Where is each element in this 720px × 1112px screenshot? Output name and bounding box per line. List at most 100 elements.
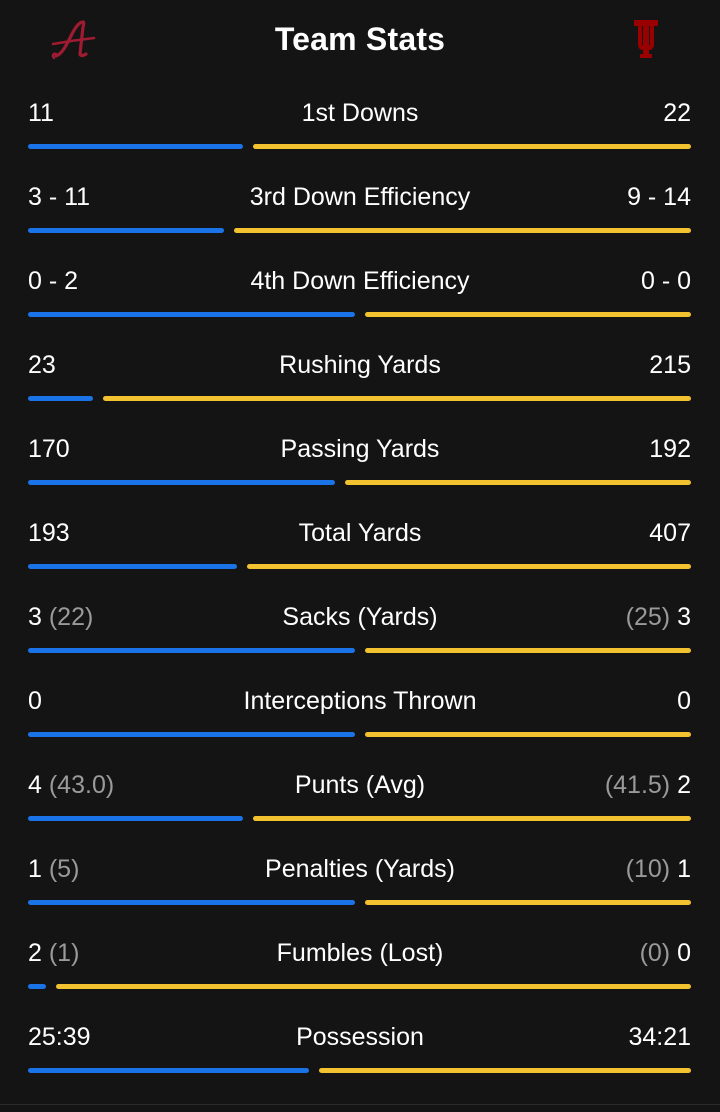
stat-row: 3 - 11 3rd Down Efficiency 9 - 14 [0,168,720,252]
right-value-main: 22 [663,99,691,127]
left-team-bar [28,396,93,401]
stat-label: Punts (Avg) [294,771,426,799]
divider [0,1104,720,1105]
left-value-main: 0 - 2 [28,267,79,295]
left-value-detail: (43.0) [48,771,115,799]
stat-row: 0 - 2 4th Down Efficiency 0 - 0 [0,252,720,336]
left-team-bar [28,1068,309,1073]
left-team-bar [28,480,335,485]
stat-label: Rushing Yards [279,351,441,379]
left-value-detail: (5) [48,855,80,883]
right-team-value: 192 [649,434,691,464]
right-value-main: 0 - 0 [640,267,691,295]
right-team-value: 0 [677,686,691,716]
left-team-bar [28,228,224,233]
stat-row: 170 Passing Yards 192 [0,420,720,504]
left-value-main: 2 [28,939,42,967]
stat-row: 0 Interceptions Thrown 0 [0,672,720,756]
stat-row: 4 (43.0) Punts (Avg) (41.5) 2 [0,756,720,840]
stat-row: 3 (22) Sacks (Yards) (25) 3 [0,588,720,672]
stat-label: Fumbles (Lost) [276,939,444,967]
right-team-value: (25) 3 [626,602,691,632]
left-value-main: 11 [28,99,54,127]
left-team-value: 4 (43.0) [28,770,114,800]
stat-label: Interceptions Thrown [243,687,477,715]
stat-label: Passing Yards [280,435,440,463]
right-team-value: 0 - 0 [641,266,691,296]
right-team-bar [253,816,691,821]
right-value-detail: (0) [639,939,671,967]
stat-label: Possession [296,1023,424,1051]
right-team-value: (0) 0 [640,938,691,968]
left-team-value: 23 [28,350,56,380]
right-team-bar [253,144,691,149]
stat-row: 2 (1) Fumbles (Lost) (0) 0 [0,924,720,1008]
right-value-detail: (10) [625,855,671,883]
left-value-main: 3 - 11 [28,183,91,211]
right-team-bar [247,564,691,569]
stat-label: Penalties (Yards) [265,855,455,883]
right-team-value: (10) 1 [626,854,691,884]
right-team-bar [365,648,691,653]
left-team-value: 2 (1) [28,938,79,968]
right-value-main: 0 [677,939,691,967]
right-value-main: 0 [677,687,691,715]
left-team-bar [28,564,237,569]
stat-label: 1st Downs [301,99,419,127]
stat-row: 25:39 Possession 34:21 [0,1008,720,1092]
left-team-bar [28,144,243,149]
right-value-main: 1 [677,855,691,883]
left-team-bar [28,816,243,821]
right-value-main: 3 [677,603,691,631]
stat-label: Sacks (Yards) [282,603,438,631]
stat-label: Total Yards [298,519,422,547]
left-team-value: 1 (5) [28,854,79,884]
stat-row: 23 Rushing Yards 215 [0,336,720,420]
left-value-main: 4 [28,771,42,799]
left-team-value: 3 - 11 [28,182,90,212]
right-team-value: 9 - 14 [627,182,691,212]
right-value-detail: (25) [625,603,671,631]
stat-row: 11 1st Downs 22 [0,84,720,168]
alabama-logo-icon [50,18,98,60]
right-team-bar [365,312,691,317]
right-team-value: 22 [663,98,691,128]
indiana-logo-icon [628,18,664,60]
left-team-value: 170 [28,434,70,464]
left-value-main: 193 [28,519,70,547]
left-value-main: 170 [28,435,70,463]
left-team-value: 3 (22) [28,602,93,632]
left-value-main: 3 [28,603,42,631]
left-team-bar [28,984,46,989]
left-team-bar [28,648,355,653]
right-value-main: 34:21 [628,1023,691,1051]
left-value-main: 1 [28,855,42,883]
right-team-bar [365,900,691,905]
right-value-main: 407 [649,519,691,547]
right-team-bar [56,984,691,989]
left-team-value: 0 - 2 [28,266,78,296]
right-team-bar [365,732,691,737]
right-team-bar [345,480,691,485]
left-team-value: 25:39 [28,1022,91,1052]
left-value-detail: (22) [48,603,94,631]
stat-row: 193 Total Yards 407 [0,504,720,588]
page-title: Team Stats [274,21,446,57]
left-team-bar [28,900,355,905]
team-stats-header: Team Stats [0,0,720,84]
left-team-value: 0 [28,686,42,716]
right-value-main: 2 [677,771,691,799]
right-team-value: 34:21 [628,1022,691,1052]
right-value-main: 215 [649,351,691,379]
right-value-main: 9 - 14 [627,183,691,211]
left-team-value: 193 [28,518,70,548]
right-team-bar [234,228,691,233]
stat-row: 1 (5) Penalties (Yards) (10) 1 [0,840,720,924]
left-value-main: 23 [28,351,56,379]
stat-label: 4th Down Efficiency [250,267,470,295]
right-team-bar [319,1068,691,1073]
stat-label: 3rd Down Efficiency [249,183,471,211]
left-team-bar [28,732,355,737]
left-value-main: 25:39 [28,1023,91,1051]
left-value-detail: (1) [48,939,80,967]
